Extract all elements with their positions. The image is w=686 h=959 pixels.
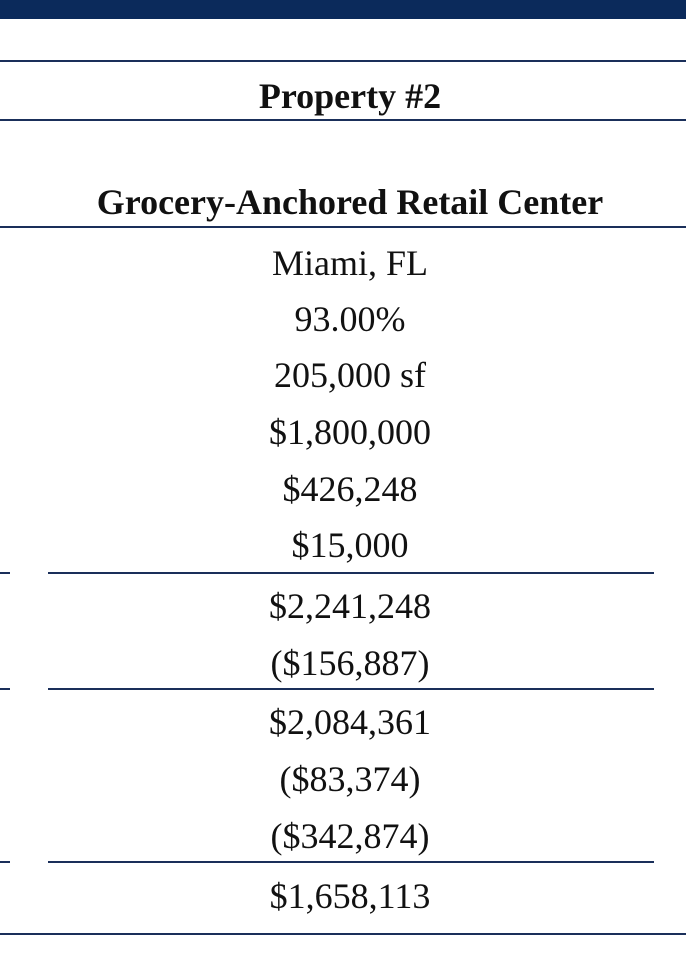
value-row-3: $15,000 (291, 525, 409, 565)
subtotal-rule-stub-2 (0, 688, 10, 690)
property-type-title: Grocery-Anchored Retail Center (96, 182, 604, 222)
location-value: Miami, FL (271, 243, 428, 283)
subtotal-rule-1 (48, 572, 654, 574)
subtotal-2-value: $2,084,361 (269, 702, 431, 742)
header-bottom-rule (0, 226, 686, 228)
occupancy-value: 93.00% (294, 299, 406, 339)
total-rule (48, 861, 654, 863)
top-header-bar (0, 0, 686, 19)
property-title: Property #2 (258, 76, 442, 116)
total-rule-stub (0, 861, 10, 863)
value-row-1: $1,800,000 (269, 412, 431, 452)
deduction-2-value: ($83,374) (279, 759, 421, 799)
size-value: 205,000 sf (274, 355, 426, 395)
property-title-rule (0, 119, 686, 121)
deduction-1-value: ($156,887) (270, 643, 430, 683)
table-top-rule (0, 60, 686, 62)
table-bottom-rule (0, 933, 686, 935)
subtotal-1-value: $2,241,248 (269, 586, 431, 626)
subtotal-rule-2 (48, 688, 654, 690)
subtotal-rule-stub-1 (0, 572, 10, 574)
total-value: $1,658,113 (269, 876, 431, 916)
value-row-2: $426,248 (282, 469, 418, 509)
deduction-3-value: ($342,874) (270, 816, 430, 856)
